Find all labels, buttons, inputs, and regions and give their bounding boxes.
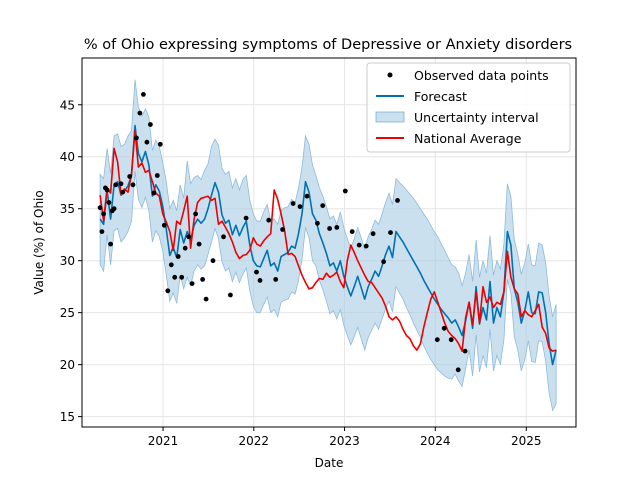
observed-point	[179, 274, 185, 280]
observed-point	[157, 141, 163, 147]
observed-point	[381, 259, 386, 265]
observed-point	[130, 182, 136, 188]
observed-point	[327, 226, 332, 231]
observed-point	[280, 227, 285, 232]
x-axis: 2021 2022 2023 2024 2025	[148, 427, 542, 448]
observed-point	[151, 190, 157, 196]
observed-point	[144, 139, 150, 145]
x-tick-label: 2023	[329, 434, 360, 448]
national-layer	[99, 130, 557, 352]
x-tick-label: 2024	[420, 434, 451, 448]
legend: Observed data points Forecast Uncertaint…	[366, 62, 571, 153]
observed-point	[134, 135, 139, 141]
observed-point	[182, 245, 188, 251]
observed-point	[120, 189, 126, 195]
observed-point	[441, 325, 447, 331]
national-average-line	[99, 130, 557, 352]
observed-point	[186, 234, 192, 240]
observed-point	[168, 262, 174, 268]
y-tick-label: 30	[60, 254, 75, 268]
y-axis: 15 20 25 30 35 40 45	[60, 98, 82, 424]
y-tick-label: 40	[60, 150, 75, 164]
observed-point	[106, 200, 112, 205]
observed-point	[334, 225, 340, 230]
chart-title: % of Ohio expressing symptoms of Depress…	[84, 37, 572, 53]
observed-point	[161, 222, 167, 228]
legend-observed-label: Observed data points	[414, 68, 549, 83]
plot-frame	[81, 57, 577, 428]
x-tick-label: 2025	[511, 434, 542, 448]
observed-point	[111, 206, 117, 212]
observed-point	[172, 274, 178, 280]
observed-point	[290, 201, 296, 206]
observed-point	[388, 230, 393, 236]
observed-point	[297, 204, 303, 210]
observed-point	[99, 229, 105, 235]
observed-point	[108, 241, 113, 247]
x-axis-label: Date	[315, 456, 344, 470]
observed-point	[395, 198, 400, 203]
observed-point	[118, 181, 124, 187]
x-tick-label: 2021	[148, 434, 179, 448]
observed-point	[210, 258, 216, 264]
observed-point	[349, 229, 355, 235]
observed-point	[315, 220, 320, 226]
observed-point	[320, 203, 326, 209]
observed-point	[141, 92, 146, 97]
observed-point	[254, 269, 259, 275]
observed-point	[193, 211, 199, 217]
legend-observed-marker	[387, 72, 393, 78]
observed-point	[203, 296, 209, 302]
observed-point	[200, 277, 206, 282]
observed-point	[448, 337, 454, 343]
y-axis-label: Value (%) of Ohio	[32, 190, 46, 294]
observed-point	[257, 278, 263, 283]
observed-point	[434, 337, 440, 343]
observed-points-layer	[97, 92, 468, 373]
observed-point	[154, 173, 160, 178]
y-tick-label: 20	[60, 358, 75, 372]
observed-point	[113, 182, 119, 188]
legend-box	[366, 62, 571, 153]
legend-uncertainty-label: Uncertainty interval	[414, 110, 539, 125]
legend-national-label: National Average	[414, 131, 522, 146]
y-tick-label: 45	[60, 98, 75, 112]
observed-point	[97, 205, 103, 211]
y-tick-label: 35	[60, 202, 75, 216]
legend-forecast-label: Forecast	[414, 89, 467, 104]
legend-uncertainty-marker	[375, 111, 405, 123]
observed-point	[165, 288, 171, 294]
observed-point	[363, 243, 369, 249]
observed-point	[221, 234, 226, 240]
observed-point	[228, 292, 233, 298]
observed-point	[127, 174, 133, 179]
observed-point	[175, 254, 181, 259]
y-tick-label: 25	[60, 306, 75, 320]
observed-point	[342, 188, 348, 194]
observed-point	[266, 217, 272, 223]
observed-point	[104, 187, 110, 193]
observed-point	[243, 215, 249, 221]
y-tick-label: 15	[60, 410, 75, 424]
observed-point	[455, 367, 461, 373]
observed-point	[273, 277, 279, 282]
observed-point	[356, 242, 362, 248]
observed-point	[101, 211, 106, 217]
observed-point	[462, 348, 468, 354]
x-tick-label: 2022	[239, 434, 270, 448]
observed-point	[196, 241, 202, 247]
observed-point	[370, 231, 376, 237]
observed-point	[137, 110, 143, 116]
observed-point	[304, 193, 310, 199]
observed-point	[189, 281, 195, 286]
observed-point	[148, 122, 153, 127]
